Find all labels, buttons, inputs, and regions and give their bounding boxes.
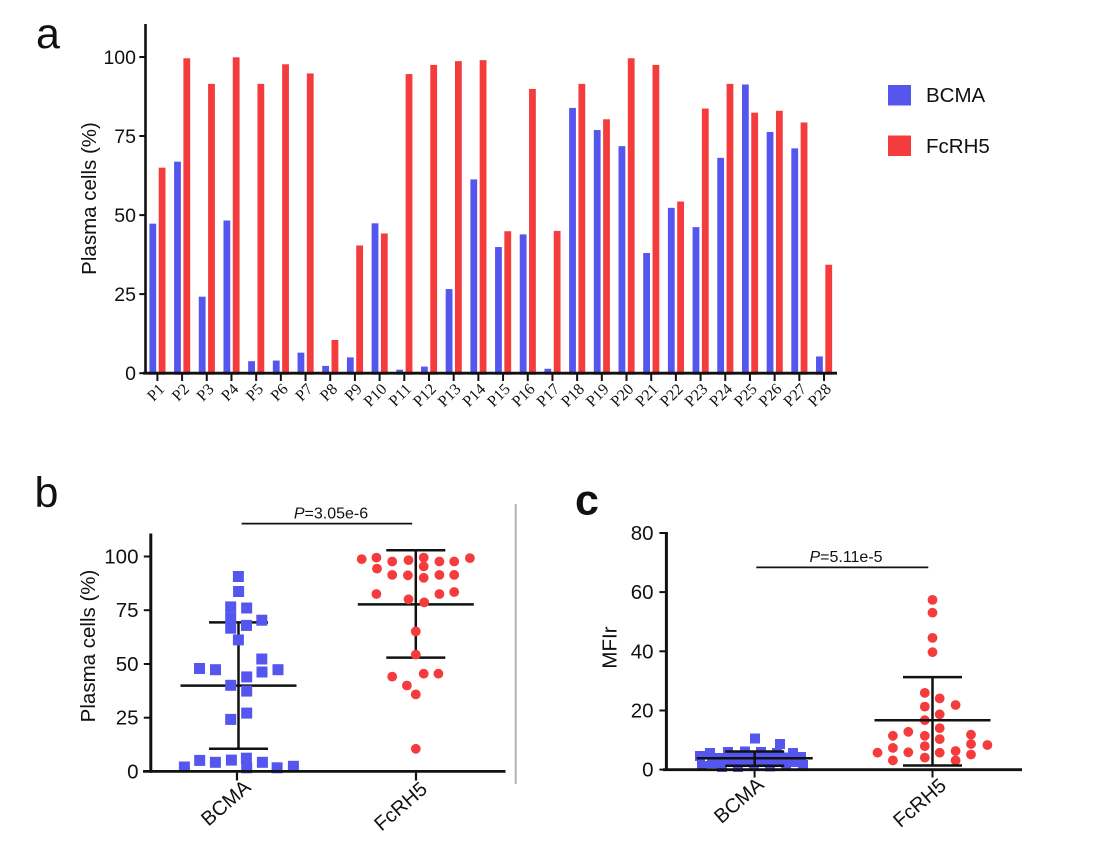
- svg-text:BCMA: BCMA: [926, 84, 986, 107]
- svg-text:MFIr: MFIr: [599, 626, 622, 668]
- svg-text:P=3.05e-6: P=3.05e-6: [294, 506, 368, 523]
- svg-text:20: 20: [631, 700, 654, 723]
- svg-text:0: 0: [642, 759, 653, 782]
- svg-text:25: 25: [116, 707, 139, 730]
- svg-text:Plasma cells (%): Plasma cells (%): [77, 570, 100, 723]
- svg-text:100: 100: [103, 47, 136, 69]
- svg-text:25: 25: [114, 284, 136, 306]
- svg-text:40: 40: [631, 640, 654, 663]
- svg-text:b: b: [35, 469, 59, 517]
- svg-text:a: a: [36, 10, 60, 58]
- svg-text:50: 50: [116, 653, 139, 676]
- svg-text:60: 60: [631, 581, 654, 604]
- svg-text:FcRH5: FcRH5: [926, 135, 990, 158]
- svg-text:75: 75: [116, 599, 139, 622]
- svg-text:75: 75: [114, 126, 136, 148]
- svg-text:50: 50: [114, 205, 136, 227]
- svg-text:P=5.11e-5: P=5.11e-5: [809, 549, 882, 566]
- svg-text:100: 100: [104, 546, 138, 569]
- svg-text:80: 80: [631, 522, 654, 545]
- svg-text:0: 0: [125, 363, 136, 385]
- svg-text:Plasma cells (%): Plasma cells (%): [78, 122, 101, 275]
- svg-text:c: c: [575, 477, 599, 525]
- svg-text:0: 0: [127, 760, 138, 783]
